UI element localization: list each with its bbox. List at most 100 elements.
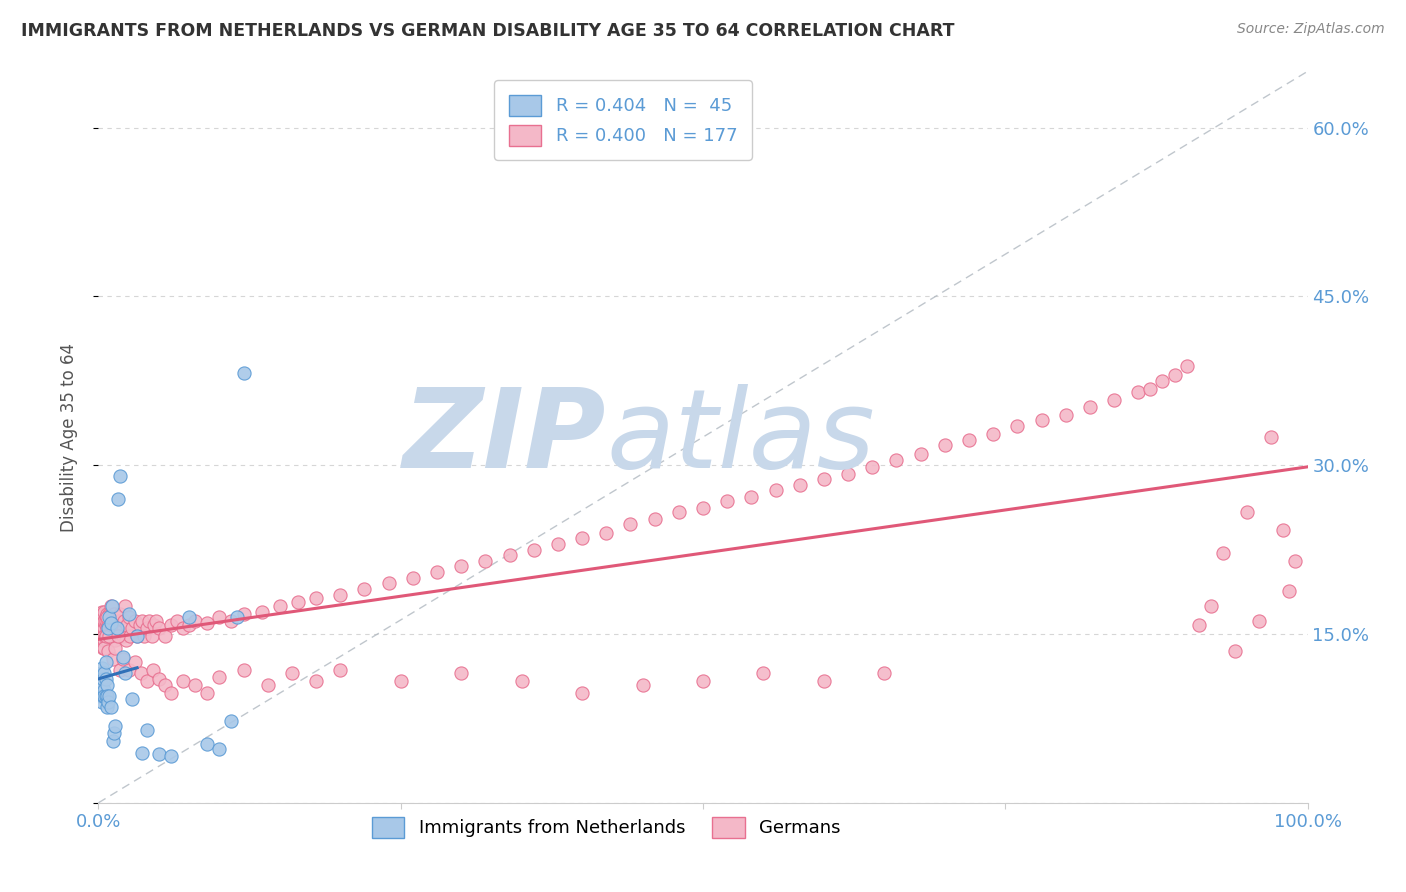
Germans — [96, 610, 118, 624]
Germans — [287, 595, 309, 609]
Germans — [148, 672, 170, 686]
Germans — [510, 674, 533, 689]
Germans — [103, 607, 125, 621]
Immigrants from Netherlands — [98, 689, 121, 703]
Germans — [957, 434, 980, 448]
Germans — [571, 532, 593, 546]
Immigrants from Netherlands — [111, 649, 134, 664]
Germans — [124, 614, 146, 628]
Germans — [426, 565, 449, 579]
Germans — [934, 438, 956, 452]
Immigrants from Netherlands — [101, 734, 124, 748]
Germans — [1102, 392, 1125, 407]
Germans — [90, 610, 112, 624]
Germans — [91, 607, 114, 621]
Germans — [98, 629, 121, 643]
Text: Source: ZipAtlas.com: Source: ZipAtlas.com — [1237, 22, 1385, 37]
Germans — [127, 629, 149, 643]
Germans — [1188, 618, 1211, 632]
Germans — [91, 629, 114, 643]
Immigrants from Netherlands — [135, 723, 157, 737]
Immigrants from Netherlands — [93, 666, 115, 681]
Germans — [135, 674, 157, 689]
Germans — [232, 607, 254, 621]
Germans — [93, 629, 115, 643]
Immigrants from Netherlands — [104, 719, 127, 733]
Germans — [110, 621, 132, 635]
Germans — [172, 621, 194, 635]
Germans — [111, 652, 134, 666]
Immigrants from Netherlands — [208, 741, 231, 756]
Germans — [118, 610, 141, 624]
Legend: Immigrants from Netherlands, Germans: Immigrants from Netherlands, Germans — [364, 810, 848, 845]
Germans — [121, 621, 143, 635]
Germans — [93, 605, 115, 619]
Germans — [101, 614, 124, 628]
Germans — [450, 666, 472, 681]
Immigrants from Netherlands — [131, 746, 153, 760]
Germans — [631, 678, 654, 692]
Immigrants from Netherlands — [121, 692, 143, 706]
Germans — [547, 537, 569, 551]
Germans — [111, 629, 134, 643]
Immigrants from Netherlands — [179, 610, 201, 624]
Germans — [104, 640, 127, 655]
Germans — [143, 618, 166, 632]
Germans — [97, 629, 120, 643]
Germans — [104, 618, 127, 632]
Germans — [91, 614, 114, 628]
Immigrants from Netherlands — [91, 661, 114, 675]
Germans — [886, 452, 908, 467]
Germans — [90, 621, 112, 635]
Germans — [668, 506, 690, 520]
Germans — [860, 460, 883, 475]
Germans — [1054, 408, 1077, 422]
Immigrants from Netherlands — [108, 469, 131, 483]
Germans — [148, 621, 170, 635]
Germans — [305, 674, 328, 689]
Germans — [1199, 599, 1222, 613]
Immigrants from Netherlands — [94, 655, 117, 669]
Immigrants from Netherlands — [89, 689, 111, 703]
Germans — [100, 618, 122, 632]
Immigrants from Netherlands — [91, 689, 114, 703]
Immigrants from Netherlands — [107, 491, 129, 506]
Immigrants from Netherlands — [97, 621, 120, 635]
Immigrants from Netherlands — [94, 689, 117, 703]
Germans — [1175, 359, 1198, 374]
Immigrants from Netherlands — [148, 747, 170, 762]
Germans — [981, 426, 1004, 441]
Germans — [101, 621, 124, 635]
Immigrants from Netherlands — [96, 689, 118, 703]
Immigrants from Netherlands — [94, 672, 117, 686]
Immigrants from Netherlands — [90, 666, 112, 681]
Germans — [98, 629, 121, 643]
Germans — [450, 559, 472, 574]
Immigrants from Netherlands — [118, 607, 141, 621]
Germans — [91, 621, 114, 635]
Immigrants from Netherlands — [91, 678, 114, 692]
Germans — [100, 599, 122, 613]
Germans — [1139, 382, 1161, 396]
Immigrants from Netherlands — [232, 366, 254, 380]
Germans — [250, 605, 273, 619]
Germans — [692, 500, 714, 515]
Germans — [105, 629, 128, 643]
Germans — [195, 685, 218, 699]
Germans — [91, 618, 114, 632]
Germans — [107, 614, 129, 628]
Germans — [94, 614, 117, 628]
Germans — [108, 629, 131, 643]
Germans — [100, 618, 122, 632]
Germans — [619, 516, 641, 531]
Germans — [1128, 385, 1150, 400]
Germans — [813, 674, 835, 689]
Germans — [184, 614, 207, 628]
Germans — [837, 467, 859, 482]
Germans — [89, 632, 111, 647]
Germans — [98, 621, 121, 635]
Germans — [89, 610, 111, 624]
Germans — [91, 640, 114, 655]
Immigrants from Netherlands — [90, 683, 112, 698]
Germans — [692, 674, 714, 689]
